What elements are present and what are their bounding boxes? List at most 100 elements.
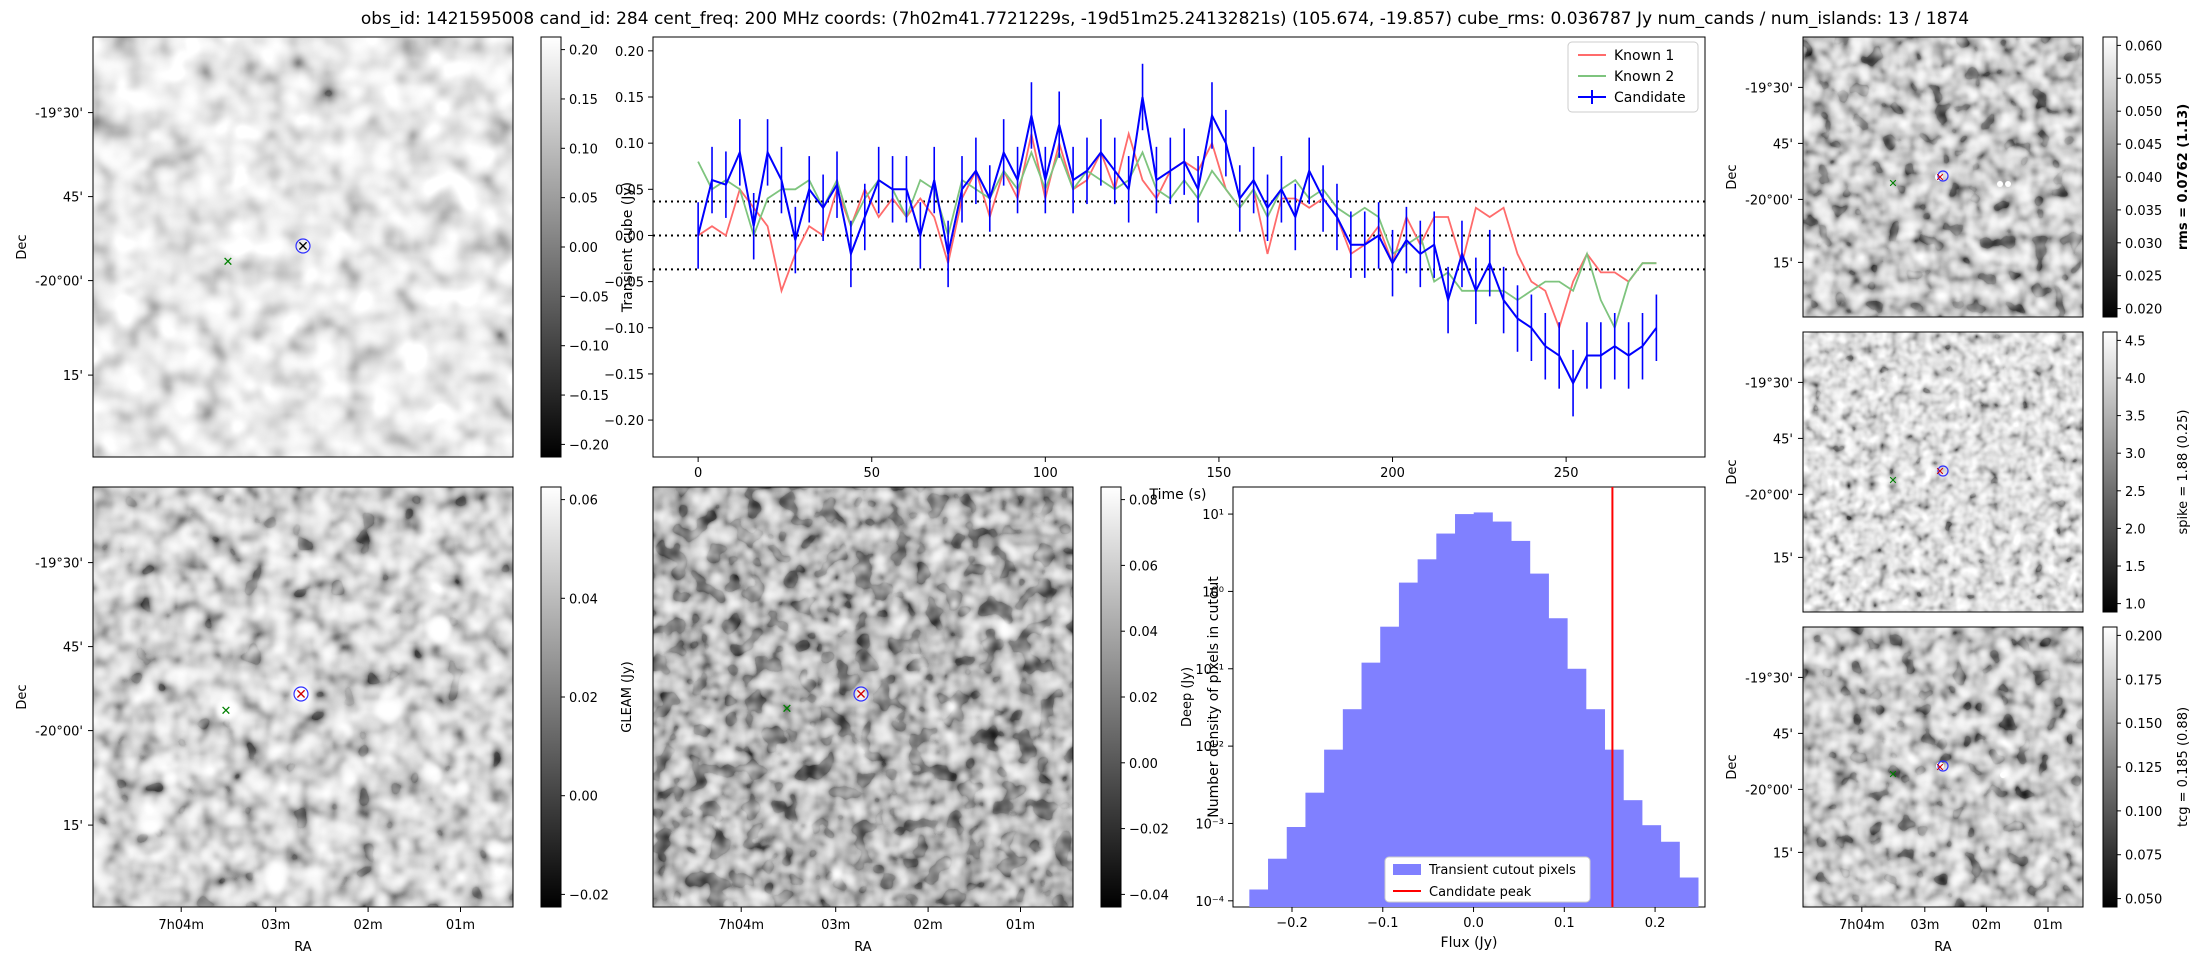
ra-tick-label: 01m (1006, 918, 1035, 933)
cbar-tick-label: 1.5 (2125, 560, 2146, 575)
hist-bar (1660, 841, 1680, 907)
lightcurve-legend: Known 1 Known 2 Candidate (1567, 41, 1699, 113)
y-tick-label: 0.20 (615, 45, 644, 60)
dec-tick-label: 45' (63, 191, 83, 206)
dec-tick-label: 15' (63, 369, 83, 384)
cbar-tick-label: 0.10 (569, 142, 598, 157)
x-tick-label: 50 (863, 466, 880, 481)
dec-tick-label: 45' (1773, 432, 1793, 447)
rms-map-axes: -19°30' 45' -20°00' 15' Dec 0.060 0.055 0.050 0.… (1725, 39, 2191, 317)
ra-axis-label: RA (1934, 940, 1952, 955)
cbar-tick-label: 0.08 (1129, 494, 1158, 509)
cbar-tick-label: 0.15 (569, 93, 598, 108)
gleam-cutout-axes: -19°30' 45' -20°00' 15' 7h04m 03m 02m 01m Dec RA 0… (15, 494, 635, 955)
cbar-tick-label: 2.5 (2125, 485, 2146, 500)
histogram-ylabel: Number density of pixels in cutout (1206, 576, 1222, 818)
lightcurve-ylabel: Transient cube (Jy) (620, 182, 636, 313)
svg-text:✕: ✕ (221, 704, 232, 719)
hist-bar (1342, 709, 1362, 907)
hist-bar (1398, 582, 1419, 907)
known-source-x-marker: ✕ (223, 255, 234, 270)
ra-tick-label: 7h04m (718, 918, 764, 933)
image-axes: -19°30'45'-20°00'15'Dec0.200.150.100.050… (15, 39, 2191, 955)
cbar-tick-label: 0.050 (2125, 105, 2162, 120)
x-tick-label: 150 (1207, 466, 1232, 481)
hist-bar (1585, 709, 1606, 907)
cbar-tick-label: 0.04 (1129, 625, 1158, 640)
hist-bar (1361, 662, 1381, 907)
hist-bar (1417, 559, 1437, 907)
dec-tick-label: 15' (1773, 551, 1793, 566)
cbar-tick-label: 0.050 (2125, 893, 2162, 908)
svg-text:✕: ✕ (1935, 761, 1944, 774)
cbar-tick-label: 0.20 (569, 44, 598, 59)
hist-bar (1436, 533, 1456, 907)
x-tick-label: 250 (1554, 466, 1579, 481)
y-tick-label: 0.10 (615, 137, 644, 152)
dec-tick-label: 45' (1773, 137, 1793, 152)
cbar-tick-label: −0.02 (569, 888, 609, 903)
dec-tick-label: -20°00' (35, 275, 83, 290)
cbar-tick-label: −0.05 (569, 290, 609, 305)
ra-tick-label: 7h04m (1839, 918, 1885, 933)
dec-tick-label: -20°00' (1745, 193, 1793, 208)
dec-axis-label: Dec (1725, 459, 1740, 484)
histogram-legend: Transient cutout pixels Candidate peak (1384, 856, 1591, 903)
cbar-tick-label: −0.10 (569, 340, 609, 355)
legend-known2: Known 2 (1614, 69, 1674, 85)
cbar-tick-label: 0.030 (2125, 237, 2162, 252)
dec-tick-label: -19°30' (35, 107, 83, 122)
hist-bar (1567, 668, 1587, 907)
cbar-tick-label: 0.075 (2125, 849, 2162, 864)
hist-bar (1455, 514, 1475, 907)
cbar-label: rms = 0.0762 (1.13) (2176, 104, 2191, 250)
ra-tick-label: 03m (1910, 918, 1939, 933)
cbar-tick-label: 0.035 (2125, 204, 2162, 219)
spike-map-panel: ✕ ✕ (1802, 331, 2084, 613)
tcg-map-axes: -19°30' 45' -20°00' 15' 7h04m 03m 02m 01m Dec RA 0… (1725, 629, 2191, 955)
hist-bar (1642, 825, 1662, 907)
cbar-tick-label: 0.02 (569, 691, 598, 706)
cbar-tick-label: 3.0 (2125, 447, 2146, 462)
cbar-tick-label: 0.200 (2125, 629, 2162, 644)
spike-colorbar (2102, 331, 2118, 613)
deep-sources (712, 618, 1011, 881)
cbar-tick-label: 0.055 (2125, 72, 2162, 87)
cbar-label: GLEAM (Jy) (620, 661, 635, 732)
spike-map-axes: -19°30' 45' -20°00' 15' Dec 4.5 4.0 3.5 3.0 2.5 2.… (1725, 334, 2191, 612)
x-tick-label: 100 (1033, 466, 1058, 481)
dec-tick-label: -19°30' (35, 557, 83, 572)
hist-bar (1511, 540, 1531, 907)
y-tick-label: 10¹ (1202, 508, 1224, 523)
deep-colorbar (1100, 486, 1122, 908)
tcg-map-panel: ✕ ✕ (1802, 626, 2084, 908)
dec-tick-label: 45' (1773, 727, 1793, 742)
cbar-tick-label: −0.15 (569, 389, 609, 404)
histogram-chart: −0.2 −0.1 0.0 0.1 0.210⁻⁴10⁻³10⁻²10⁻¹10⁰10¹ … (1195, 486, 1706, 951)
cbar-tick-label: 0.045 (2125, 138, 2162, 153)
cbar-tick-label: 0.040 (2125, 171, 2162, 186)
dec-axis-label: Dec (1725, 754, 1740, 779)
legend-known1: Known 1 (1614, 48, 1674, 64)
legend-peak: Candidate peak (1429, 885, 1532, 900)
cbar-tick-label: 0.05 (569, 192, 598, 207)
dec-tick-label: -20°00' (1745, 783, 1793, 798)
y-tick-label: 10⁰ (1202, 585, 1224, 600)
svg-text:✕: ✕ (782, 702, 793, 717)
x-tick-label: −0.1 (1367, 916, 1399, 931)
hist-bar (1268, 858, 1288, 907)
y-tick-label: 0.15 (615, 91, 644, 106)
hist-bar (1324, 749, 1344, 907)
ra-tick-label: 02m (913, 918, 942, 933)
hist-bar (1604, 749, 1624, 907)
series-candidate (697, 96, 1658, 386)
ra-axis-label: RA (294, 940, 312, 955)
lightcurve-xlabel: Time (s) (1149, 487, 1207, 503)
dec-tick-label: 45' (63, 641, 83, 656)
gleam-sources (139, 615, 508, 896)
cbar-tick-label: 4.5 (2125, 334, 2146, 349)
deep-cutout-axes: 7h04m 03m 02m 01m RA 0.08 0.06 0.04 0.02 0.00 −0.0… (718, 494, 1195, 955)
svg-text:✕: ✕ (1935, 465, 1944, 478)
transient-cutout-axes: -19°30' 45' -20°00' 15' Dec 0.20 0.15 0.10 0.05 0… (15, 44, 609, 454)
